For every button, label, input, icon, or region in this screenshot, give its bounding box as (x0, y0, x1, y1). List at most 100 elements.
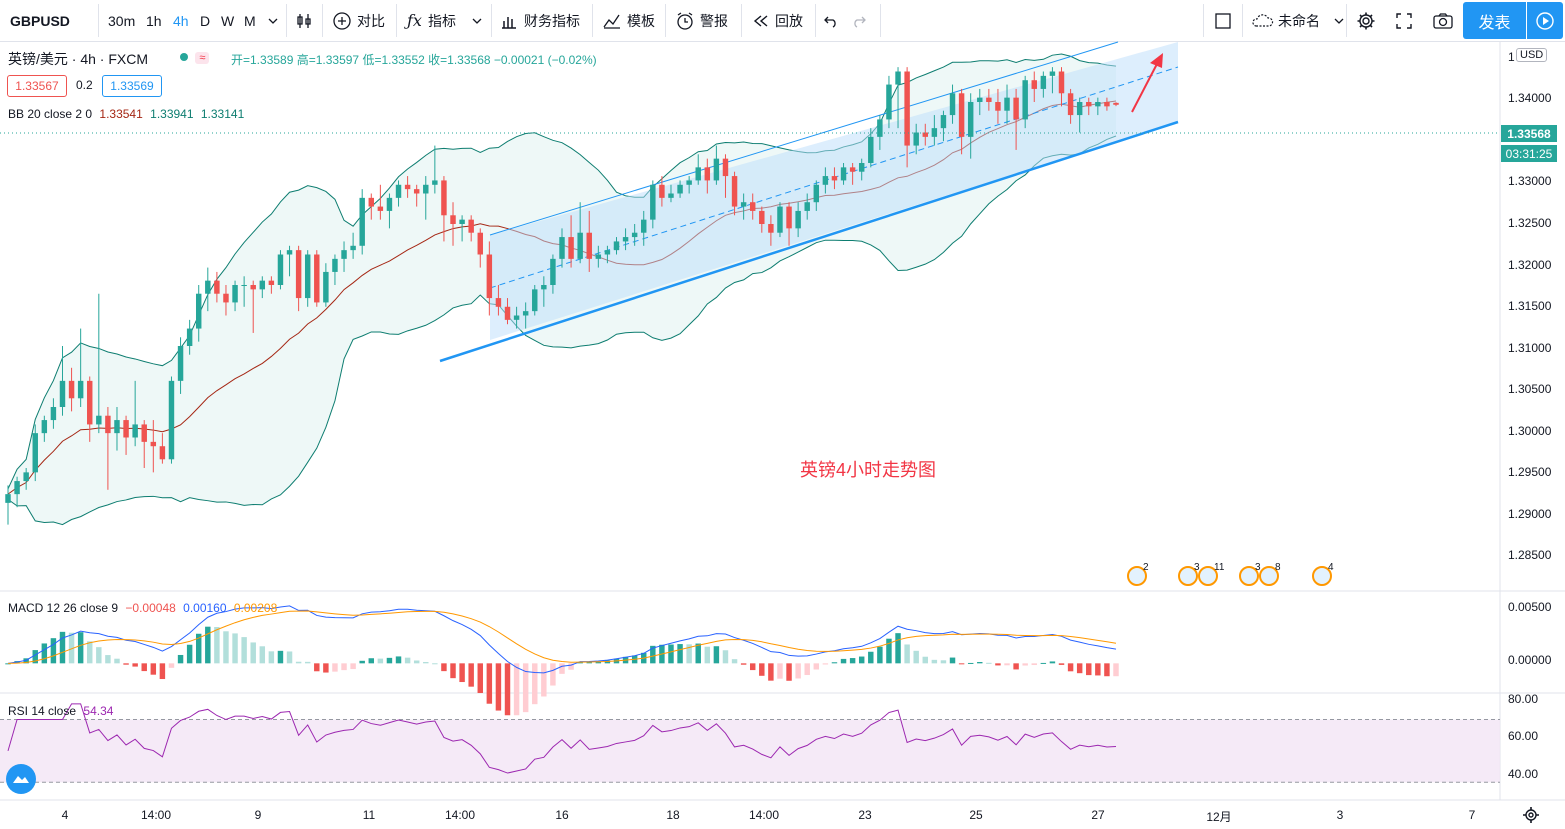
fullscreen-button[interactable] (1395, 0, 1413, 41)
settings-button[interactable] (1356, 0, 1376, 41)
financials-button[interactable]: 财务指标 (500, 0, 580, 41)
interval-30m[interactable]: 30m (108, 0, 135, 41)
rsi-legend[interactable]: RSI 14 close 54.34 (8, 704, 113, 718)
macd-tick: 0.00000 (1508, 653, 1552, 667)
interval-1h[interactable]: 1h (146, 0, 162, 41)
candle-body (59, 380, 66, 407)
currency-label[interactable]: USD (1516, 48, 1548, 62)
interval-4h[interactable]: 4h (173, 0, 189, 41)
candle-body (114, 420, 120, 434)
chart-type-button[interactable] (295, 0, 313, 41)
time-tick: 25 (969, 808, 983, 822)
indicators-label: 指标 (427, 12, 456, 29)
economic-event-icon[interactable] (1127, 566, 1147, 586)
macd-histogram-bar (886, 638, 892, 664)
candle (877, 115, 883, 150)
chart-text-annotation[interactable]: 英镑4小时走势图 (800, 456, 936, 482)
interval-d[interactable]: D (200, 0, 210, 41)
arrow-drawing[interactable] (1131, 53, 1163, 113)
candle (1076, 97, 1083, 133)
candle-body (450, 215, 456, 224)
indicators-button[interactable]: ƒx 指标 (407, 0, 482, 41)
time-tick: 27 (1091, 808, 1105, 822)
macd-histogram-bar (822, 663, 829, 665)
candle-body (541, 285, 547, 290)
candle-body (1095, 102, 1101, 107)
undo-button[interactable] (823, 0, 839, 41)
bb-legend[interactable]: BB 20 close 2 0 1.33541 1.33941 1.33141 (8, 107, 244, 121)
candle (886, 75, 892, 129)
macd-histogram-bar (904, 644, 910, 664)
tradingview-logo[interactable] (6, 764, 36, 794)
economic-event-icon[interactable] (1198, 566, 1218, 586)
replay-label: 回放 (775, 12, 803, 29)
economic-event-icon[interactable] (1239, 566, 1259, 586)
snapshot-button[interactable] (1432, 0, 1454, 41)
macd-histogram-bar (413, 660, 420, 664)
event-count: 3 (1194, 562, 1200, 573)
candle (977, 88, 983, 116)
layout-name-button[interactable]: 未命名 (1250, 0, 1344, 41)
bar-chart-icon (502, 16, 516, 29)
candle (232, 280, 238, 312)
price-tick: 1.32500 (1508, 216, 1552, 230)
compare-button[interactable]: 对比 (332, 0, 385, 41)
time-tick: 14:00 (444, 808, 476, 822)
macd-histogram-bar (159, 663, 166, 680)
sell-price-button[interactable]: 1.33567 (7, 75, 67, 97)
price-tick: 1.33000 (1508, 174, 1552, 188)
macd-legend[interactable]: MACD 12 26 close 9 −0.00048 0.00160 0.00… (8, 601, 277, 615)
redo-button[interactable] (851, 0, 867, 41)
economic-event-icon[interactable] (1259, 566, 1279, 586)
time-tick: 23 (858, 808, 872, 822)
macd-histogram-bar (186, 644, 193, 664)
replay-button[interactable]: 回放 (752, 0, 803, 41)
candles-icon (297, 13, 311, 28)
time-tick: 14:00 (140, 808, 172, 822)
candle-body (413, 189, 420, 194)
publish-button[interactable]: 发表 (1463, 2, 1526, 39)
play-button[interactable] (1527, 2, 1563, 39)
financials-label: 财务指标 (524, 12, 580, 29)
interval-w[interactable]: W (221, 0, 234, 41)
time-tick: 11 (362, 808, 376, 822)
trend-channel[interactable] (439, 41, 1179, 363)
interval-m[interactable]: M (244, 0, 256, 41)
candle-body (595, 254, 602, 259)
market-status[interactable]: ≈ (180, 50, 210, 64)
candle (332, 254, 338, 285)
rsi-value: 54.34 (83, 704, 114, 718)
candle (759, 206, 765, 233)
candle (795, 202, 801, 238)
candle (486, 241, 493, 316)
candle (159, 433, 166, 464)
economic-event-icon[interactable] (1312, 566, 1332, 586)
economic-event-icon[interactable] (1178, 566, 1198, 586)
event-count: 2 (1143, 562, 1149, 573)
macd-histogram-bar (359, 660, 365, 664)
interval-dropdown[interactable] (268, 0, 278, 41)
symbol-title[interactable]: 英镑/美元 · 4h · FXCM (8, 49, 148, 69)
candle-body (1067, 93, 1074, 116)
templates-button[interactable]: 模板 (602, 0, 655, 41)
candle (686, 176, 692, 194)
bar-countdown-label: 03:31:25 (1501, 145, 1557, 162)
alert-button[interactable]: 警报 (675, 0, 728, 41)
macd-tick: 0.00500 (1508, 600, 1552, 614)
candle-body (1040, 75, 1047, 89)
select-layout-button[interactable] (1214, 0, 1232, 41)
candle-body (87, 380, 93, 425)
event-count: 8 (1275, 562, 1281, 573)
annotation-text: 英镑4小时走势图 (800, 460, 937, 480)
candle-body (1086, 102, 1092, 107)
macd-line-value: 0.00160 (183, 601, 227, 615)
macd-histogram-bar (477, 663, 483, 694)
buy-price-button[interactable]: 1.33569 (102, 75, 162, 97)
spread-text: 0.2 (76, 78, 93, 92)
candle-body (332, 258, 338, 272)
symbol-search[interactable]: GBPUSD (10, 0, 70, 41)
candle-body (668, 193, 674, 198)
candle (967, 93, 974, 159)
axis-settings-button[interactable] (1522, 806, 1540, 829)
